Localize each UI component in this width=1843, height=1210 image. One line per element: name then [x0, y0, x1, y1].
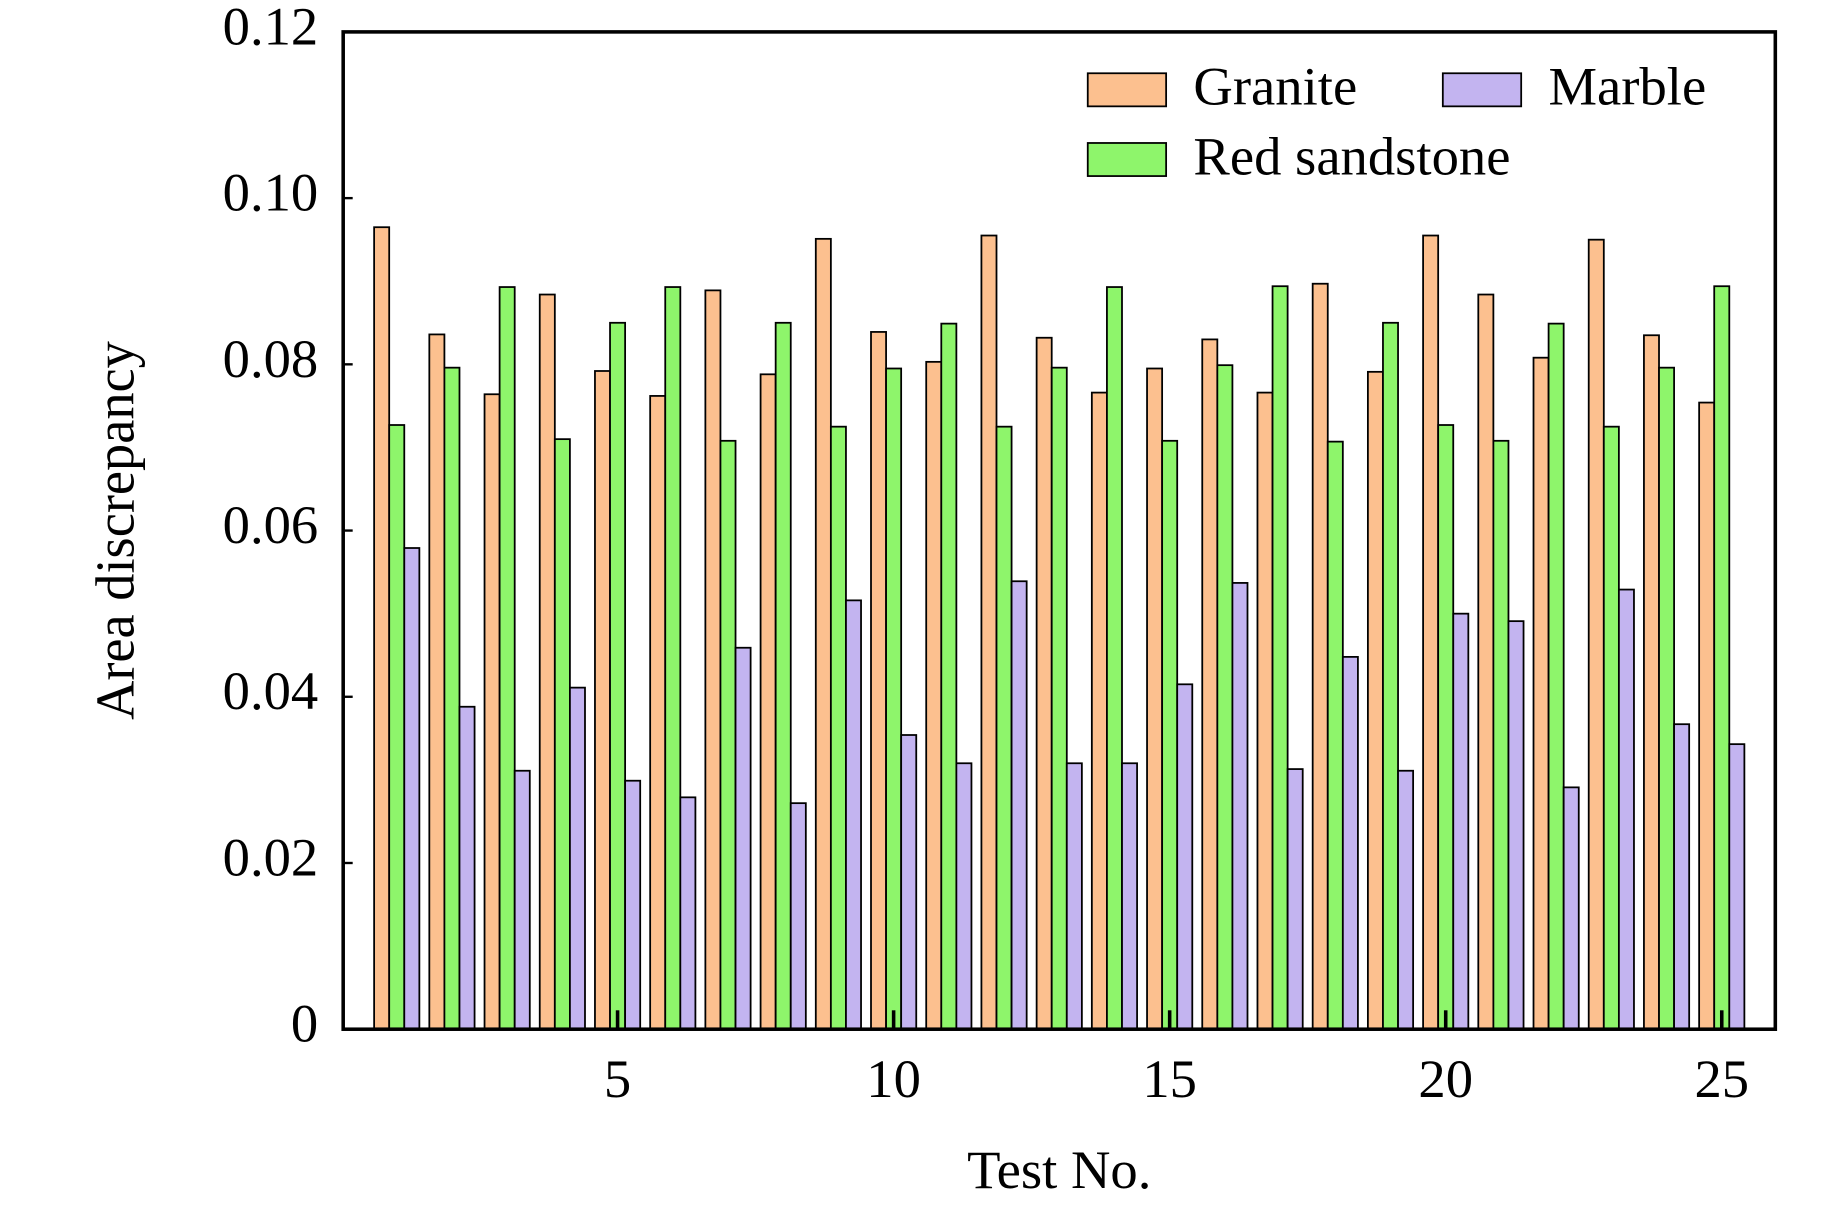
bar: [1422, 234, 1440, 1031]
y-tick-label: 0: [291, 993, 318, 1054]
bar: [1090, 391, 1108, 1031]
bar: [538, 293, 556, 1031]
bar: [719, 439, 737, 1031]
bar: [1658, 366, 1675, 1031]
y-tick-label: 0.02: [223, 827, 319, 888]
y-axis-title: Area discrepancy: [85, 340, 146, 719]
bar: [373, 226, 391, 1031]
plot-frame: [341, 30, 1778, 1031]
bar: [679, 796, 697, 1031]
bar: [388, 424, 406, 1031]
bar: [1121, 762, 1138, 1031]
y-tick-label: 0.06: [223, 494, 319, 555]
bar: [1397, 769, 1415, 1031]
bar: [1713, 285, 1731, 1031]
bar: [428, 333, 446, 1031]
bar: [1698, 401, 1716, 1031]
bar: [814, 237, 832, 1031]
bar: [1492, 439, 1510, 1031]
bar: [1562, 786, 1580, 1031]
bar: [1532, 356, 1550, 1031]
bar: [649, 395, 667, 1031]
bar: [483, 393, 501, 1031]
bar: [1286, 768, 1304, 1031]
bar: [1437, 424, 1455, 1031]
bar: [1176, 683, 1194, 1031]
bar: [704, 289, 722, 1031]
bar: [1256, 391, 1274, 1031]
legend-swatch: [1086, 72, 1168, 108]
bar: [569, 686, 586, 1031]
bar: [1271, 285, 1289, 1031]
bar: [1602, 425, 1620, 1031]
legend-label: Marble: [1549, 56, 1707, 117]
bar: [980, 234, 998, 1031]
bar: [1146, 367, 1164, 1031]
bar: [925, 360, 943, 1031]
x-tick-label: 10: [866, 1048, 921, 1109]
y-tick-label: 0.10: [223, 162, 319, 223]
legend-swatch: [1441, 72, 1523, 108]
legend-swatch: [1086, 142, 1168, 177]
bar: [845, 599, 862, 1031]
bar: [885, 367, 903, 1031]
bar: [1366, 370, 1384, 1031]
bar: [1617, 588, 1635, 1031]
bar: [789, 802, 807, 1031]
legend-label: Red sandstone: [1193, 125, 1510, 186]
bar: [1643, 334, 1660, 1031]
bar: [403, 547, 421, 1031]
bar: [1035, 336, 1053, 1031]
x-tick-label: 15: [1142, 1048, 1197, 1109]
bar: [829, 425, 847, 1031]
bar: [553, 438, 571, 1031]
bar: [458, 705, 476, 1031]
bar: [900, 734, 918, 1031]
legend-label: Granite: [1193, 56, 1357, 117]
bar: [443, 366, 461, 1031]
bar: [594, 370, 611, 1031]
bar: [624, 779, 642, 1031]
bar: [1673, 723, 1691, 1031]
bar: [995, 425, 1013, 1031]
bar: [1326, 440, 1344, 1031]
x-tick-label: 20: [1418, 1048, 1473, 1109]
bar: [1010, 580, 1028, 1031]
bar: [1065, 762, 1083, 1031]
bar: [759, 373, 777, 1031]
bar: [609, 321, 627, 1031]
bar: [774, 321, 792, 1031]
bar: [1231, 582, 1249, 1031]
bar: [1382, 321, 1399, 1031]
bar: [1216, 364, 1234, 1031]
bar: [1341, 655, 1359, 1031]
bar: [1106, 286, 1123, 1031]
bar: [1728, 743, 1746, 1031]
bar: [734, 646, 752, 1031]
bar: [498, 286, 516, 1031]
bar: [664, 286, 682, 1031]
x-tick-label: 5: [604, 1048, 631, 1109]
bar: [513, 769, 531, 1031]
bar: [940, 322, 958, 1031]
bar: [1201, 338, 1219, 1031]
bar: [1547, 322, 1565, 1031]
bar: [1507, 620, 1525, 1031]
bar: [1311, 282, 1329, 1031]
bar: [1161, 439, 1179, 1031]
x-axis-title: Test No.: [967, 1139, 1151, 1200]
bar: [1477, 293, 1495, 1031]
bar: [1050, 366, 1068, 1031]
y-tick-label: 0.08: [223, 328, 319, 389]
y-tick-label: 0.04: [223, 660, 319, 721]
bar: [870, 331, 887, 1031]
x-tick-label: 25: [1694, 1048, 1749, 1109]
bar: [955, 762, 973, 1031]
y-tick-label: 0.12: [223, 0, 319, 56]
bar: [1587, 238, 1605, 1031]
bar: [1452, 612, 1470, 1031]
